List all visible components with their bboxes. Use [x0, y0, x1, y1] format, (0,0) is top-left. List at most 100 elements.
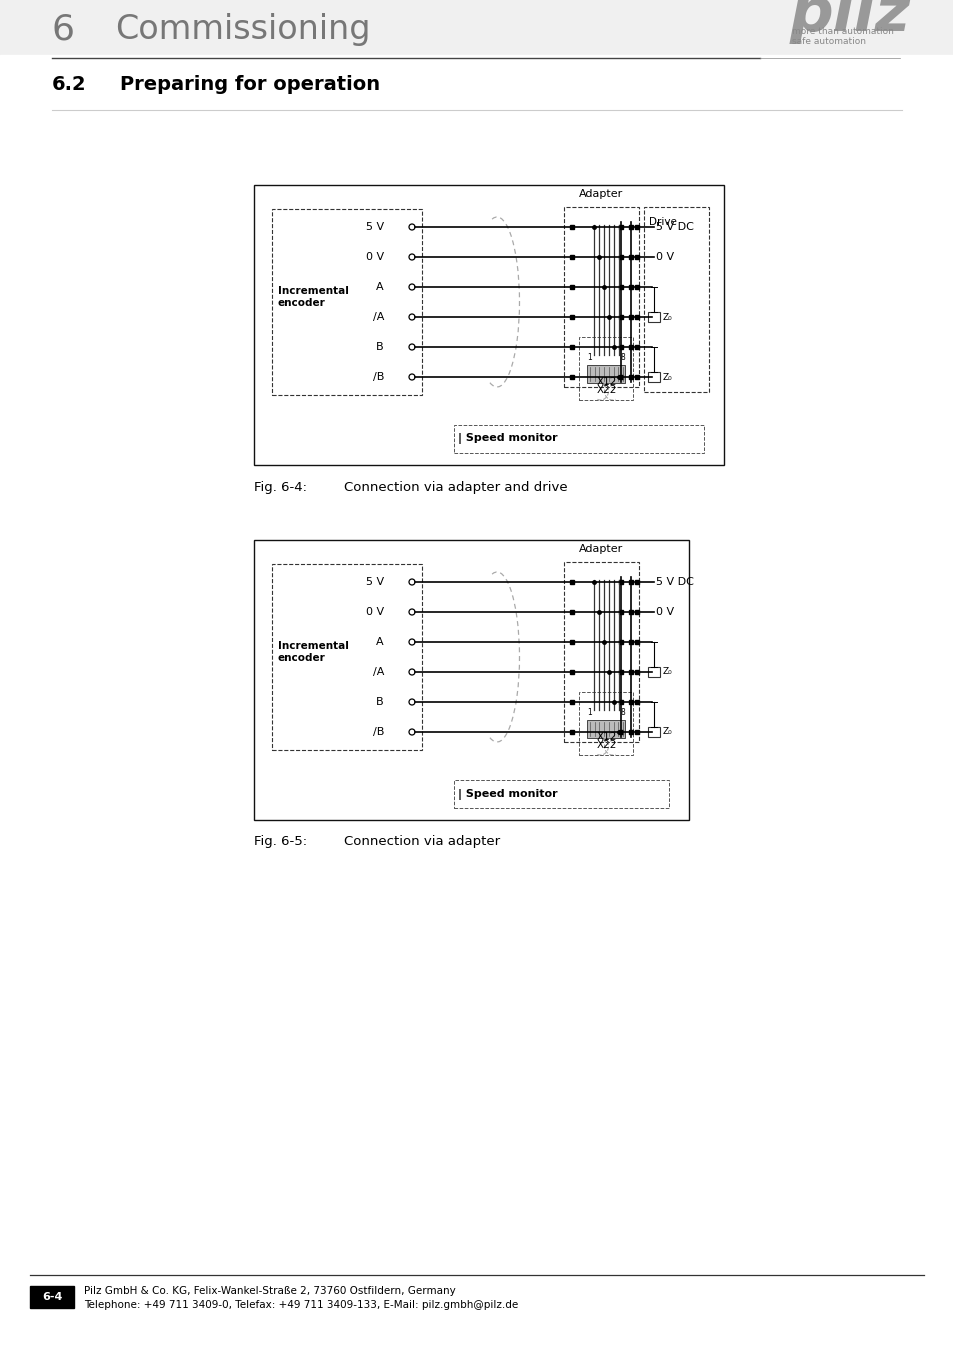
Bar: [628, 701, 633, 703]
Bar: [618, 285, 622, 289]
Bar: [569, 315, 574, 319]
Text: B: B: [376, 697, 384, 707]
Text: X12: X12: [596, 377, 616, 387]
Bar: [628, 375, 633, 379]
Bar: [628, 580, 633, 585]
Text: B: B: [376, 342, 384, 352]
Bar: [635, 285, 639, 289]
Text: Incremental
encoder: Incremental encoder: [277, 286, 349, 308]
Bar: [569, 670, 574, 674]
Text: 6-4: 6-4: [42, 1292, 62, 1301]
Text: Fig. 6-5:: Fig. 6-5:: [253, 836, 307, 849]
Bar: [587, 720, 625, 738]
Text: Preparing for operation: Preparing for operation: [120, 76, 379, 95]
Text: 0 V: 0 V: [656, 252, 674, 262]
Bar: [628, 285, 633, 289]
Bar: [635, 346, 639, 350]
Bar: [618, 225, 622, 230]
Text: 5 V: 5 V: [366, 221, 384, 232]
Text: /A: /A: [373, 667, 384, 676]
Bar: [628, 255, 633, 259]
Bar: [647, 373, 659, 382]
Bar: [569, 610, 574, 614]
Text: 6.2: 6.2: [52, 76, 87, 95]
Text: 1: 1: [587, 707, 592, 717]
Bar: [643, 207, 708, 392]
Bar: [647, 728, 659, 737]
Text: Connection via adapter: Connection via adapter: [344, 836, 499, 849]
Bar: [628, 640, 633, 644]
Bar: [569, 640, 574, 644]
Text: Telephone: +49 711 3409-0, Telefax: +49 711 3409-133, E-Mail: pilz.gmbh@pilz.de: Telephone: +49 711 3409-0, Telefax: +49 …: [84, 1300, 517, 1310]
Bar: [253, 540, 688, 819]
Bar: [635, 315, 639, 319]
Bar: [628, 610, 633, 614]
Bar: [569, 580, 574, 585]
Text: Z₀: Z₀: [662, 728, 672, 737]
Text: X22: X22: [596, 385, 616, 396]
Text: Z₀: Z₀: [662, 373, 672, 382]
Bar: [618, 346, 622, 350]
Text: Adapter: Adapter: [578, 189, 623, 198]
Text: 0 V: 0 V: [656, 608, 674, 617]
Bar: [272, 564, 421, 751]
Text: /A: /A: [373, 312, 384, 323]
Bar: [618, 610, 622, 614]
Bar: [635, 580, 639, 585]
Bar: [635, 701, 639, 703]
Text: /B: /B: [373, 728, 384, 737]
Bar: [454, 425, 703, 454]
Text: more than automation: more than automation: [791, 27, 893, 35]
Text: 5 V: 5 V: [366, 576, 384, 587]
Text: | Speed monitor: | Speed monitor: [457, 788, 558, 799]
Text: 5 V DC: 5 V DC: [656, 221, 693, 232]
Text: Drive: Drive: [648, 217, 677, 227]
Text: 8: 8: [620, 707, 625, 717]
Bar: [0, 55, 953, 109]
Text: Z₀: Z₀: [662, 312, 672, 321]
Bar: [569, 285, 574, 289]
Bar: [563, 207, 639, 387]
Text: 0 V: 0 V: [366, 608, 384, 617]
Bar: [635, 375, 639, 379]
Bar: [454, 780, 668, 809]
Text: safe automation: safe automation: [791, 36, 865, 46]
Text: 6: 6: [52, 14, 75, 47]
Bar: [272, 209, 421, 396]
Bar: [635, 670, 639, 674]
Bar: [253, 185, 723, 464]
Bar: [569, 346, 574, 350]
Text: X12: X12: [596, 732, 616, 742]
Bar: [635, 730, 639, 734]
Bar: [628, 730, 633, 734]
Text: /B: /B: [373, 373, 384, 382]
Bar: [618, 640, 622, 644]
Text: 5 V DC: 5 V DC: [656, 576, 693, 587]
Bar: [0, 0, 953, 55]
Bar: [635, 610, 639, 614]
Text: X22: X22: [596, 740, 616, 751]
Text: 8: 8: [620, 352, 625, 362]
Bar: [618, 315, 622, 319]
Bar: [628, 670, 633, 674]
Text: 0 V: 0 V: [366, 252, 384, 262]
Bar: [578, 338, 633, 400]
Bar: [618, 375, 622, 379]
Bar: [628, 225, 633, 230]
Bar: [569, 375, 574, 379]
Text: Pilz GmbH & Co. KG, Felix-Wankel-Straße 2, 73760 Ostfildern, Germany: Pilz GmbH & Co. KG, Felix-Wankel-Straße …: [84, 1287, 456, 1296]
Bar: [628, 315, 633, 319]
Bar: [618, 701, 622, 703]
Bar: [618, 255, 622, 259]
Text: Commissioning: Commissioning: [115, 14, 370, 46]
Bar: [618, 730, 622, 734]
Bar: [635, 225, 639, 230]
Bar: [578, 693, 633, 755]
Bar: [30, 1287, 74, 1308]
Bar: [647, 667, 659, 676]
Text: pilz: pilz: [789, 0, 910, 45]
Bar: [569, 730, 574, 734]
Bar: [647, 312, 659, 323]
Bar: [618, 580, 622, 585]
Bar: [635, 640, 639, 644]
